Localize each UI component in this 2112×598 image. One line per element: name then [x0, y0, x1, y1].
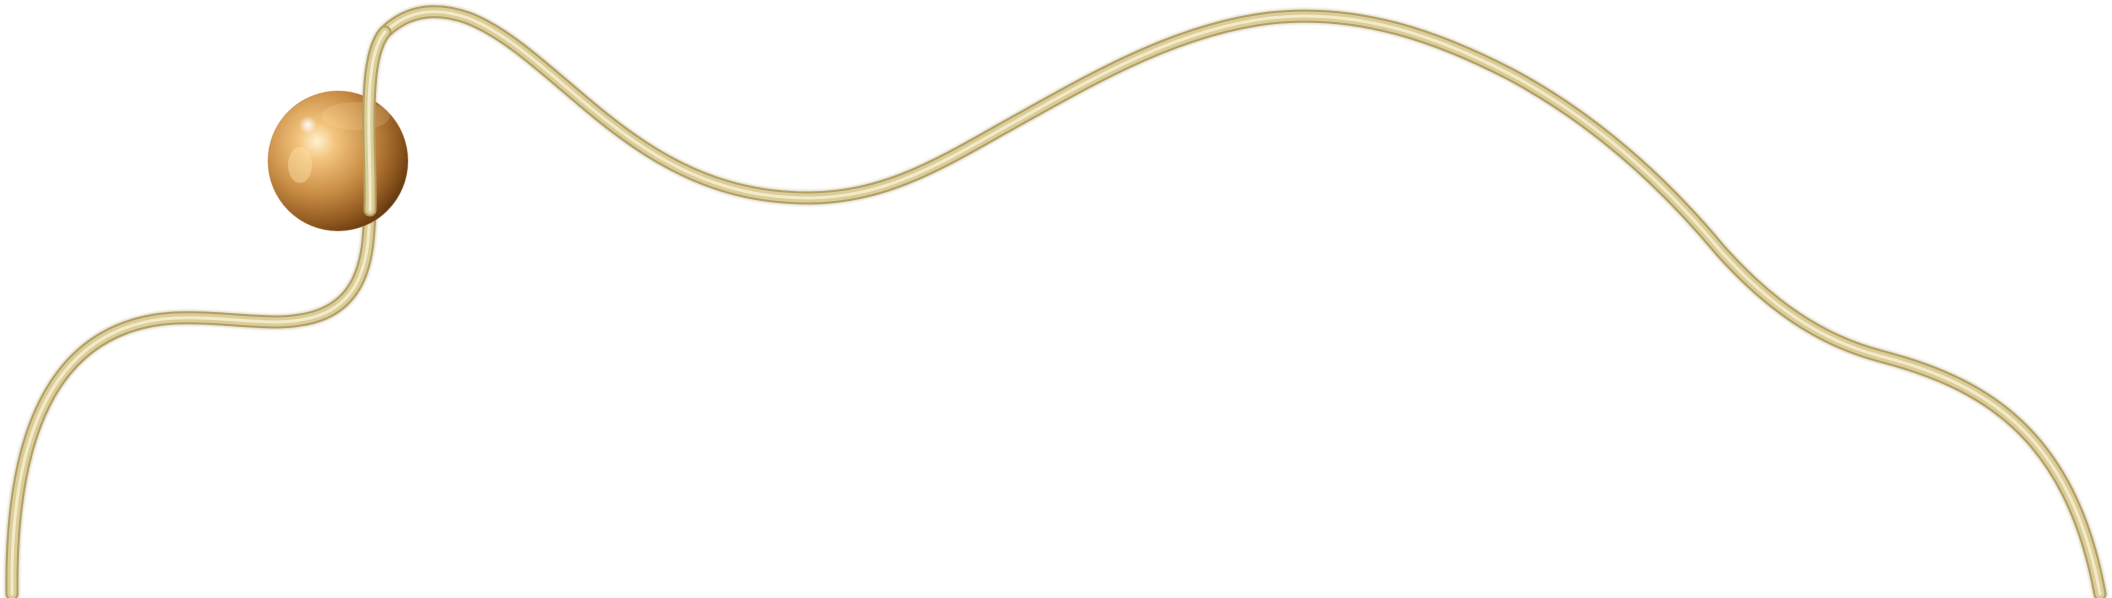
bronze-sphere-ornament [267, 90, 409, 232]
wire-front-segment [362, 25, 392, 217]
golden-wire-curve [4, 4, 2108, 598]
